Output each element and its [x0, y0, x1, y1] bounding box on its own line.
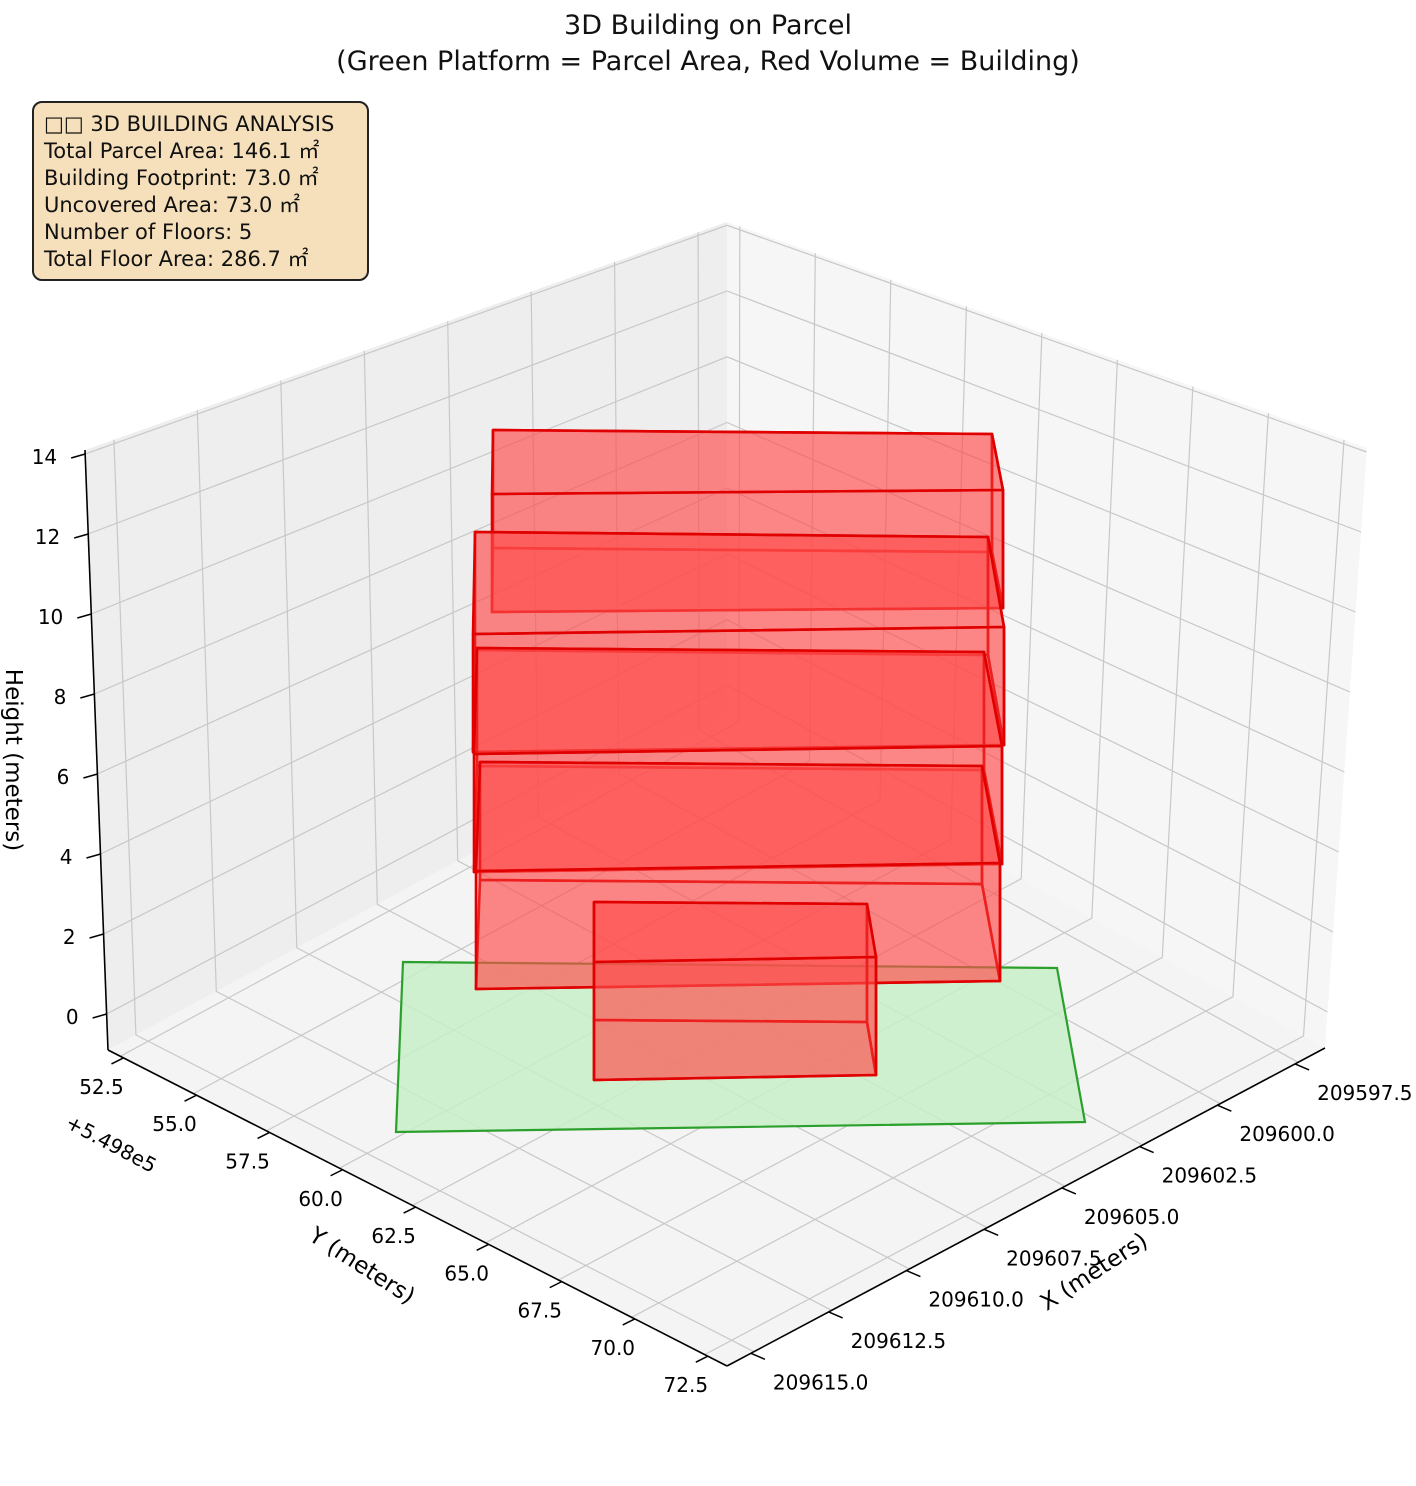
- y-grid-line: [485, 359, 1118, 1244]
- y-tick: [330, 1169, 343, 1177]
- x-grid-line: [697, 232, 1299, 1063]
- analysis-info-box: □□ 3D BUILDING ANALYSIS Total Parcel Are…: [32, 101, 369, 281]
- x-grid-line: [113, 439, 755, 1353]
- x-grid-line: [196, 410, 832, 1311]
- y-tick-label: 62.5: [371, 1224, 416, 1248]
- z-grid-line: [91, 356, 1356, 615]
- y-tick: [184, 1094, 197, 1102]
- y-tick-label: 57.5: [225, 1149, 270, 1173]
- z-grid-line: [87, 290, 1362, 535]
- x-axis-line: [726, 1047, 1326, 1367]
- x-tick: [1139, 1145, 1154, 1154]
- y-tick-label: 52.5: [79, 1075, 124, 1099]
- x-tick-label: 209600.0: [1239, 1122, 1334, 1146]
- y-grid-line: [558, 386, 1194, 1281]
- y-tick-label: 67.5: [517, 1299, 562, 1323]
- z-grid-line: [97, 487, 1345, 775]
- z-tick-label: 14: [32, 445, 57, 469]
- floor-top-face: [472, 646, 1004, 756]
- y-grid-line: [120, 226, 741, 1057]
- info-building-footprint: Building Footprint: 73.0 ㎡: [44, 166, 319, 190]
- z-tick: [83, 773, 98, 779]
- y-tick-label: 70.0: [591, 1336, 636, 1360]
- z-grid-line: [84, 224, 1367, 455]
- x-tick: [1217, 1104, 1232, 1112]
- z-tick-label: 8: [54, 685, 67, 709]
- z-tick: [89, 933, 104, 939]
- floor-top-face: [471, 530, 1006, 636]
- z-tick: [70, 453, 86, 459]
- x-tick: [828, 1311, 843, 1319]
- building-floor-1: [592, 900, 878, 1082]
- z-tick-label: 12: [35, 525, 60, 549]
- x-grid-line: [280, 380, 910, 1270]
- y-tick: [622, 1318, 636, 1326]
- info-number-of-floors: Number of Floors: 5: [44, 220, 253, 244]
- building-floor-3: [472, 646, 1004, 874]
- chart-title: 3D Building on Parcel: [564, 10, 852, 41]
- building-floor-4: [471, 530, 1006, 754]
- y-offset-label: +5.498e5: [62, 1110, 161, 1178]
- y-tick-label: 55.0: [152, 1112, 197, 1136]
- axis-lines: [84, 449, 1326, 1367]
- y-tick: [111, 1057, 124, 1065]
- x-tick-label: 209602.5: [1162, 1164, 1257, 1188]
- z-grid-line: [94, 421, 1351, 695]
- z-grid-line: [100, 553, 1339, 855]
- x-tick: [983, 1228, 999, 1236]
- x-tick-label: 209605.0: [1084, 1205, 1179, 1229]
- z-tick: [77, 613, 92, 619]
- x-tick: [906, 1269, 921, 1278]
- y-tick: [549, 1280, 563, 1289]
- z-grid-line: [106, 684, 1328, 1015]
- y-tick-label: 60.0: [298, 1187, 343, 1211]
- y-tick-label: 72.5: [664, 1373, 709, 1397]
- z-axis-line: [84, 449, 109, 1051]
- y-grid-line: [193, 253, 816, 1095]
- x-tick: [750, 1352, 766, 1360]
- z-tick-label: 6: [57, 765, 70, 789]
- info-uncovered-area: Uncovered Area: 73.0 ㎡: [44, 193, 301, 217]
- z-tick-label: 0: [66, 1005, 79, 1029]
- x-tick-label: 209607.5: [1006, 1246, 1101, 1270]
- z-grid-line: [103, 619, 1334, 935]
- left-wall-pane: [85, 222, 727, 1050]
- info-box-heading: □□ 3D BUILDING ANALYSIS: [44, 112, 335, 136]
- z-tick: [86, 853, 101, 859]
- x-tick-label: 209612.5: [851, 1329, 946, 1353]
- axis-ticks: 0 2 4 6 8 10 12 14 52.5 55.0 57.5 60.0 62.5 65.0 67.5 7…: [32, 445, 1413, 1397]
- parcel-platform: [394, 960, 1087, 1134]
- y-tick: [695, 1355, 709, 1363]
- x-tick-label: 209615.0: [773, 1370, 868, 1394]
- building-floor-5: [490, 428, 1005, 614]
- z-tick-label: 10: [38, 605, 63, 629]
- x-tick-label: 209597.5: [1317, 1081, 1412, 1105]
- chart-subtitle: (Green Platform = Parcel Area, Red Volum…: [336, 46, 1080, 77]
- z-tick: [92, 1013, 107, 1019]
- y-grid-line: [631, 413, 1269, 1318]
- info-total-parcel-area: Total Parcel Area: 146.1 ㎡: [44, 139, 320, 163]
- y-tick: [257, 1131, 270, 1140]
- z-tick-label: 4: [60, 845, 73, 869]
- x-tick-label: 209610.0: [928, 1288, 1023, 1312]
- floor-top-face: [474, 760, 1002, 873]
- z-axis-label: Height (meters): [0, 669, 26, 851]
- x-tick: [1061, 1187, 1077, 1195]
- y-axis-line: [107, 1049, 728, 1367]
- y-tick: [476, 1243, 490, 1252]
- y-tick: [403, 1206, 416, 1214]
- y-tick-label: 65.0: [444, 1261, 489, 1285]
- floor-top-face: [490, 428, 1005, 496]
- z-tick: [80, 693, 95, 699]
- floor-top-face: [592, 900, 878, 964]
- z-tick: [74, 533, 89, 539]
- info-total-floor-area: Total Floor Area: 286.7 ㎡: [44, 247, 309, 271]
- plot-solids: [394, 428, 1087, 1134]
- floor-front-face: [592, 955, 878, 1082]
- x-axis-label: X (meters): [1036, 1228, 1153, 1316]
- x-tick: [1294, 1063, 1310, 1071]
- y-grid-line: [704, 439, 1345, 1356]
- z-tick-label: 2: [63, 925, 76, 949]
